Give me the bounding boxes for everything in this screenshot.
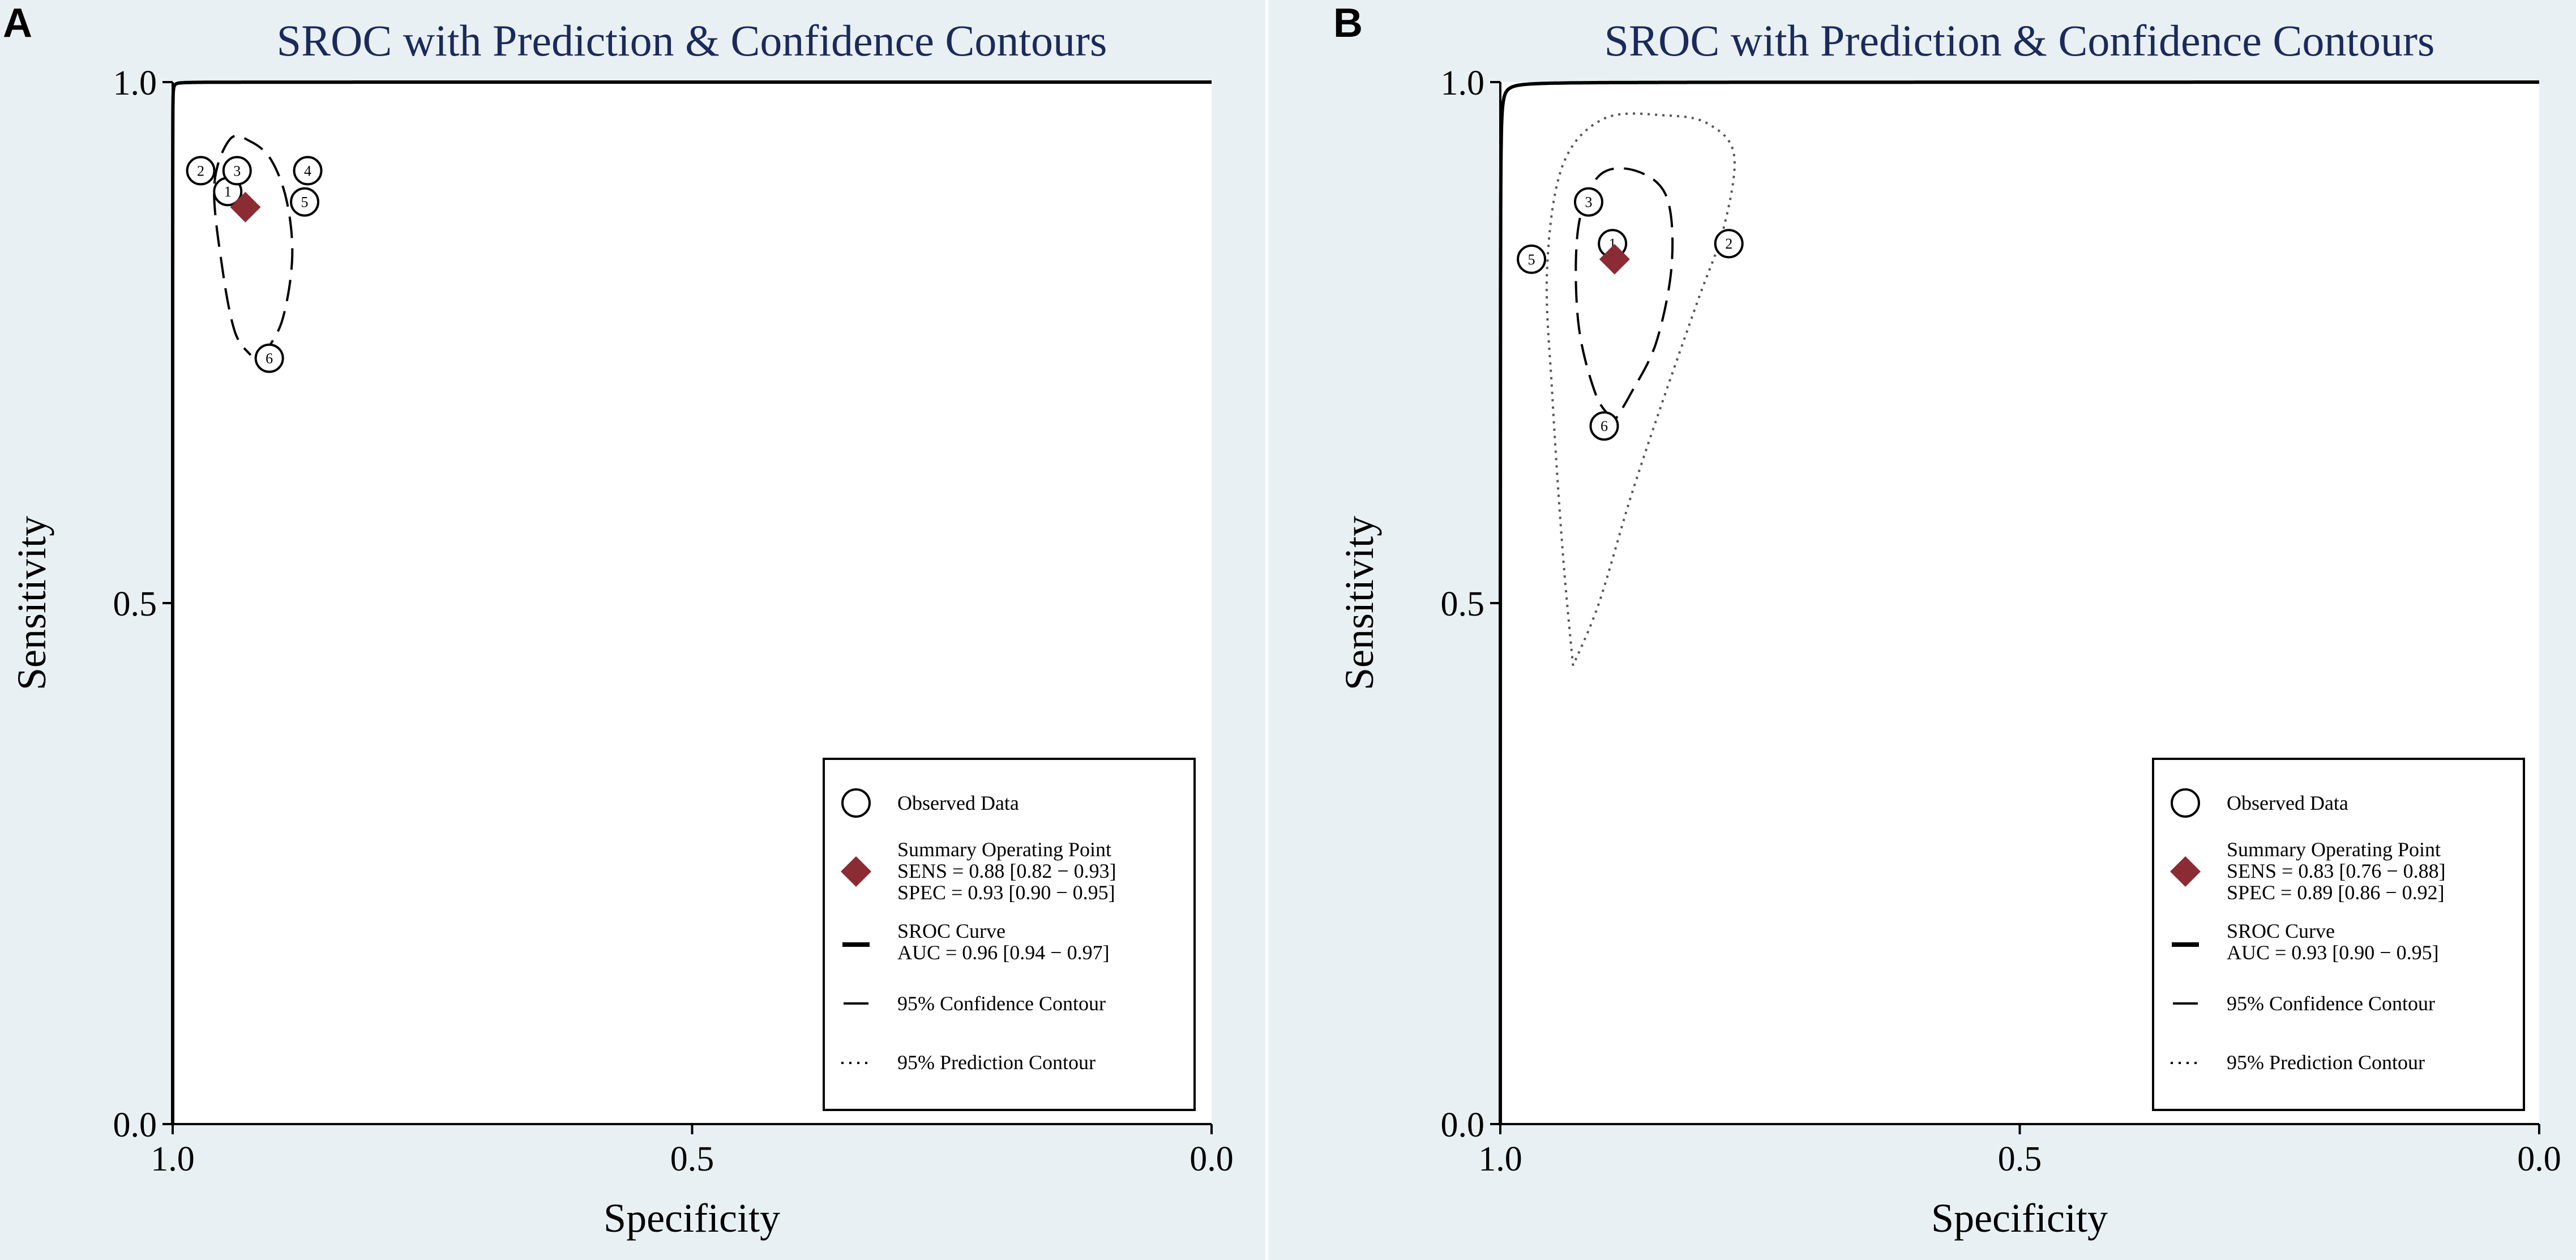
panel-b-x-tick-label-1: 0.5 [1998, 1140, 2042, 1178]
panel-a-legend-confidence-label: 95% Confidence Contour [897, 992, 1106, 1015]
panel-a-summary-point [230, 191, 261, 223]
panel-a-legend-spec: SPEC = 0.93 [0.90 − 0.95] [897, 881, 1115, 904]
panel-a-study-2: 2 [186, 156, 216, 186]
panel-a-letter: A [3, 1, 32, 46]
panel-b-y-axis-title: Sensitivity [1337, 516, 1382, 690]
panel-a-x-tick-label-1: 0.5 [670, 1140, 714, 1178]
panel-a-study-5-label: 5 [301, 194, 309, 211]
panel-b-legend-observed-label: Observed Data [2227, 792, 2348, 814]
panel-b-study-3-marker [1573, 187, 1603, 217]
panel-b-study-3: 3 [1573, 187, 1603, 217]
panel-b-study-6-label: 6 [1601, 418, 1608, 434]
panel-b-sroc-curve [1499, 80, 2539, 1124]
panel-a-title: SROC with Prediction & Confidence Contou… [277, 16, 1107, 65]
panel-a-legend-summary-title: Summary Operating Point [897, 838, 1111, 861]
panel-a-axes: 0.0 0.5 1.0 1.0 0.5 0.0 [113, 64, 1234, 1178]
panel-a-legend-box [823, 758, 1196, 1111]
panel-a-legend-sroc-title: SROC Curve [897, 920, 1005, 942]
panel-b-y-tick-label-2: 1.0 [1441, 64, 1485, 102]
panel-a-confidence-contour [213, 134, 294, 359]
panel-a-study-3-label: 3 [233, 163, 241, 179]
panel-a-marks: 1 2 3 4 5 6 [171, 80, 1212, 1124]
panel-b-legend-sens: SENS = 0.83 [0.76 − 0.88] [2227, 860, 2446, 882]
panel-a-legend-sens: SENS = 0.88 [0.82 − 0.93] [897, 860, 1116, 882]
panel-a-study-6: 6 [254, 343, 284, 373]
panel-a-legend-summary-marker [841, 856, 871, 887]
panel-b-x-axis-title: Specificity [1931, 1195, 2108, 1241]
panel-b: B SROC with Prediction & Confidence Cont… [1268, 0, 2576, 1260]
panel-a-legend: Observed Data Summary Operating Point SE… [823, 758, 1196, 1111]
panel-b-x-tick-label-2: 0.0 [2517, 1140, 2561, 1178]
panel-a-sroc-curve [171, 80, 1212, 1124]
panel-a-y-tick-label-0: 0.0 [113, 1106, 157, 1144]
panel-b-study-5: 5 [1517, 244, 1547, 274]
panel-b-legend-confidence-label: 95% Confidence Contour [2227, 992, 2435, 1015]
panel-b-y-tick-label-1: 0.5 [1441, 585, 1485, 623]
panel-b-axes: 0.0 0.5 1.0 1.0 0.5 0.0 [1441, 64, 2561, 1178]
panel-b-study-2: 2 [1714, 229, 1744, 259]
panel-a-legend-observed-label: Observed Data [897, 792, 1019, 814]
panel-a-study-3: 3 [222, 156, 252, 186]
panel-a-study-4-marker [293, 156, 323, 186]
panel-b-study-5-marker [1517, 244, 1547, 274]
panel-a-study-2-label: 2 [197, 163, 204, 179]
panel-a-study-6-marker [254, 343, 284, 373]
panel-b-prediction-contour [1545, 112, 1736, 667]
panel-a-y-tick-label-1: 0.5 [113, 585, 157, 623]
panel-a-study-5: 5 [290, 187, 320, 217]
panel-b-legend-summary-marker [2170, 856, 2201, 887]
panel-a-study-6-label: 6 [266, 351, 273, 367]
panel-b-x-tick-label-0: 1.0 [1478, 1140, 1522, 1178]
panel-b-confidence-contour [1574, 167, 1674, 422]
panel-b-study-2-marker [1714, 229, 1744, 259]
panel-a-x-tick-label-0: 1.0 [151, 1140, 195, 1178]
panel-b-study-6: 6 [1589, 411, 1619, 441]
panel-b-legend-summary-title: Summary Operating Point [2227, 838, 2441, 861]
panel-b-study-3-label: 3 [1585, 194, 1592, 211]
panel-b-title: SROC with Prediction & Confidence Contou… [1604, 16, 2435, 65]
panel-b-legend-box [2152, 758, 2525, 1111]
panel-b-letter: B [1333, 1, 1363, 46]
panel-a-legend-prediction-label: 95% Prediction Contour [897, 1051, 1096, 1074]
panel-b-legend-prediction-label: 95% Prediction Contour [2227, 1051, 2425, 1074]
panel-b-summary-point [1599, 244, 1630, 275]
panel-a-y-tick-label-2: 1.0 [113, 64, 157, 102]
panel-b-y-tick-label-0: 0.0 [1441, 1106, 1485, 1144]
panel-b-legend-sroc-title: SROC Curve [2227, 920, 2335, 942]
panel-a-legend-observed-marker [841, 788, 871, 818]
panel-a-study-4-label: 4 [304, 163, 311, 179]
panel-b-legend: Observed Data Summary Operating Point SE… [2152, 758, 2525, 1111]
panel-a-study-1-label: 1 [224, 183, 232, 200]
panel-b-legend-observed-marker [2171, 788, 2200, 818]
panel-a-legend-auc: AUC = 0.96 [0.94 − 0.97] [897, 941, 1110, 964]
panel-a-study-4: 4 [293, 156, 323, 186]
panel-b-study-2-label: 2 [1725, 236, 1732, 252]
panel-b-legend-auc: AUC = 0.93 [0.90 − 0.95] [2227, 941, 2439, 964]
panel-a-study-3-marker [222, 156, 252, 186]
panel-a-y-axis-title: Sensitivity [9, 516, 54, 690]
panel-b-study-6-marker [1589, 411, 1619, 441]
panel-a-x-tick-label-2: 0.0 [1189, 1140, 1234, 1178]
panel-b-study-5-label: 5 [1528, 251, 1535, 268]
panel-a-study-5-marker [290, 187, 320, 217]
panel-b-legend-spec: SPEC = 0.89 [0.86 − 0.92] [2227, 881, 2445, 904]
panel-a: A SROC with Prediction & Confidence Cont… [0, 0, 1265, 1260]
panel-a-x-axis-title: Specificity [604, 1195, 780, 1241]
panel-a-study-2-marker [186, 156, 216, 186]
